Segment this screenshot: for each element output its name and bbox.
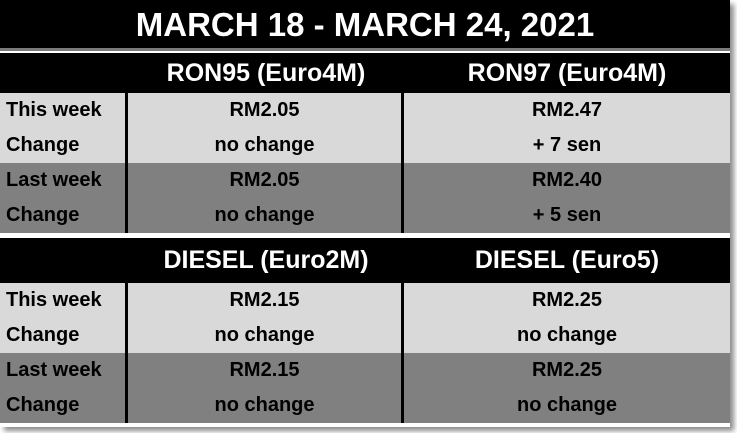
diesel-table: DIESEL (Euro2M) DIESEL (Euro5) This week C… <box>0 238 730 423</box>
petrol-table: RON95 (Euro4M) RON97 (Euro4M) This week Ch… <box>0 53 730 233</box>
price: RM2.15 <box>229 289 300 311</box>
row-label: Change <box>6 394 80 416</box>
price: RM2.25 <box>531 289 603 311</box>
change: no change <box>214 134 315 156</box>
row-label: Change <box>6 134 80 156</box>
change: + 7 sen <box>532 134 602 156</box>
header-row: RON95 (Euro4M) RON97 (Euro4M) <box>0 53 730 93</box>
row-label: Last week <box>6 359 102 381</box>
col-header-ron95: RON95 (Euro4M) <box>166 59 366 87</box>
col-header-diesel-euro2m: DIESEL (Euro2M) <box>163 246 369 274</box>
this-week-row: This week Change RM2.05 no change RM2.47 + … <box>0 93 730 163</box>
col-header-diesel-euro5: DIESEL (Euro5) <box>474 246 660 274</box>
price: RM2.25 <box>531 359 603 381</box>
change: no change <box>214 324 315 346</box>
row-label: This week <box>6 99 102 121</box>
price: RM2.47 <box>531 99 603 121</box>
row-label: Change <box>6 204 80 226</box>
fuel-price-table: MARCH 18 - MARCH 24, 2021 RON95 (Euro4M)… <box>0 0 730 423</box>
price: RM2.15 <box>229 359 300 381</box>
change: no change <box>516 324 617 346</box>
last-week-row: Last week Change RM2.05 no change RM2.40 + … <box>0 163 730 233</box>
date-range-title: MARCH 18 - MARCH 24, 2021 <box>0 0 730 51</box>
header-row: DIESEL (Euro2M) DIESEL (Euro5) <box>0 238 730 283</box>
change: no change <box>214 204 315 226</box>
change: no change <box>214 394 315 416</box>
change: + 5 sen <box>532 204 602 226</box>
price: RM2.05 <box>229 99 300 121</box>
price: RM2.05 <box>229 169 300 191</box>
row-label: Last week <box>6 169 102 191</box>
last-week-row: Last week Change RM2.15 no change RM2.25 no… <box>0 353 730 423</box>
col-header-ron97: RON97 (Euro4M) <box>467 59 667 87</box>
row-label: This week <box>6 289 102 311</box>
row-label: Change <box>6 324 80 346</box>
price: RM2.40 <box>531 169 603 191</box>
change: no change <box>516 394 617 416</box>
this-week-row: This week Change RM2.15 no change RM2.25 no… <box>0 283 730 353</box>
